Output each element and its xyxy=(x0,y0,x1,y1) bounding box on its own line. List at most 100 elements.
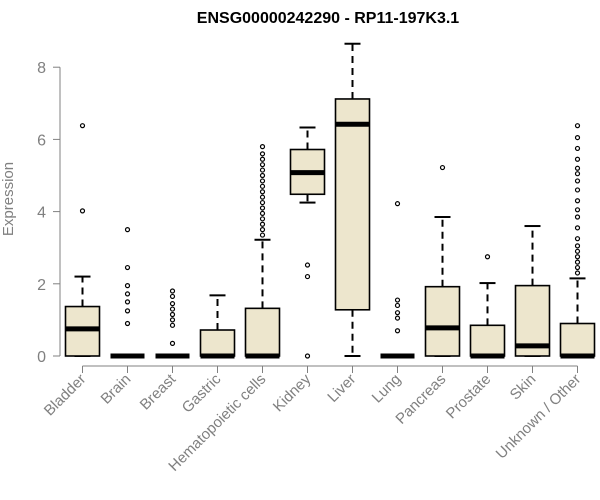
box-iqr xyxy=(199,329,236,357)
box-iqr xyxy=(334,98,371,311)
outlier-point xyxy=(574,178,581,184)
box-11 xyxy=(559,123,596,359)
outlier-point xyxy=(574,123,581,129)
outlier-point xyxy=(169,293,176,300)
outlier-point xyxy=(259,167,266,173)
outlier-point xyxy=(394,302,401,309)
outlier-point xyxy=(394,310,401,316)
box-iqr xyxy=(244,307,281,357)
box-6 xyxy=(334,42,371,357)
outlier-point xyxy=(484,254,491,260)
outlier-point xyxy=(574,264,581,271)
y-tick-label: 0 xyxy=(37,349,46,366)
outlier-point xyxy=(394,201,401,207)
outlier-point xyxy=(169,311,176,318)
outlier-point xyxy=(259,156,266,162)
outlier-point xyxy=(169,340,176,346)
box-7 xyxy=(380,201,415,359)
outlier-point xyxy=(124,308,131,314)
outlier-point xyxy=(574,134,581,141)
outlier-point xyxy=(574,214,581,220)
outlier-point xyxy=(304,273,311,280)
outlier-point xyxy=(259,232,266,238)
x-tick-label: Skin xyxy=(507,371,540,404)
outlier-point xyxy=(259,172,266,179)
outlier-point xyxy=(574,198,581,204)
outlier-point xyxy=(259,216,266,222)
outlier-point xyxy=(574,171,581,177)
box-5 xyxy=(289,126,326,359)
x-tick-label: Pancreas xyxy=(392,371,449,428)
box-3 xyxy=(199,294,236,359)
box-0 xyxy=(64,123,101,357)
y-axis: 0 2 4 6 8 xyxy=(37,60,61,366)
outlier-point xyxy=(124,264,131,271)
outlier-point xyxy=(124,283,131,289)
x-tick-label: Brain xyxy=(98,371,135,408)
outlier-point xyxy=(259,221,266,227)
outlier-point xyxy=(574,243,581,249)
box-iqr xyxy=(559,322,596,357)
outlier-point xyxy=(124,320,131,327)
y-tick-label: 2 xyxy=(37,277,46,294)
x-tick-label: Breast xyxy=(137,370,180,413)
outlier-point xyxy=(574,165,581,171)
box-2 xyxy=(155,288,190,359)
outlier-point xyxy=(259,199,266,206)
outlier-point xyxy=(169,306,176,312)
outlier-point xyxy=(259,151,266,157)
outlier-point xyxy=(259,194,266,200)
outlier-point xyxy=(574,225,581,231)
outlier-point xyxy=(124,291,131,297)
outlier-point xyxy=(259,210,266,217)
outlier-point xyxy=(574,156,581,162)
box-1 xyxy=(110,227,145,359)
outlier-point xyxy=(574,187,581,193)
box-iqr xyxy=(424,285,461,357)
outlier-point xyxy=(169,288,176,294)
x-tick-label: Unknown / Other xyxy=(493,371,585,463)
outlier-point xyxy=(394,297,401,303)
box-10 xyxy=(514,225,551,357)
y-axis-label: Expression xyxy=(0,162,17,236)
outlier-point xyxy=(124,299,131,305)
outlier-point xyxy=(574,145,581,152)
outlier-point xyxy=(79,123,86,129)
outlier-point xyxy=(124,227,131,233)
outlier-point xyxy=(259,205,266,211)
outlier-point xyxy=(439,164,446,171)
x-tick-label: Liver xyxy=(324,371,359,406)
outlier-point xyxy=(304,353,311,359)
outlier-point xyxy=(169,317,176,323)
outlier-point xyxy=(394,315,401,321)
outlier-point xyxy=(394,328,401,334)
outlier-point xyxy=(574,207,581,213)
outlier-point xyxy=(169,301,176,307)
outlier-point xyxy=(79,208,86,214)
outlier-point xyxy=(259,162,266,168)
outlier-point xyxy=(259,144,266,150)
y-tick-label: 6 xyxy=(37,132,46,149)
outlier-point xyxy=(574,259,581,265)
outlier-point xyxy=(574,248,581,254)
x-tick-label: Bladder xyxy=(41,371,90,420)
boxes-group xyxy=(64,42,596,359)
outlier-point xyxy=(259,178,266,184)
box-8 xyxy=(424,164,461,357)
outlier-point xyxy=(574,236,581,242)
box-4 xyxy=(244,144,281,359)
outlier-point xyxy=(304,262,311,268)
x-tick-label: Kidney xyxy=(270,370,315,415)
box-iqr xyxy=(469,324,506,357)
chart-title: ENSG00000242290 - RP11-197K3.1 xyxy=(197,10,460,27)
outlier-point xyxy=(259,189,266,195)
outlier-point xyxy=(574,254,581,260)
x-tick-label: Lung xyxy=(369,371,405,407)
x-tick-label: Prostate xyxy=(443,371,495,423)
box-9 xyxy=(469,254,506,359)
y-tick-label: 4 xyxy=(37,205,46,222)
outlier-point xyxy=(259,183,266,189)
outlier-point xyxy=(259,227,266,233)
